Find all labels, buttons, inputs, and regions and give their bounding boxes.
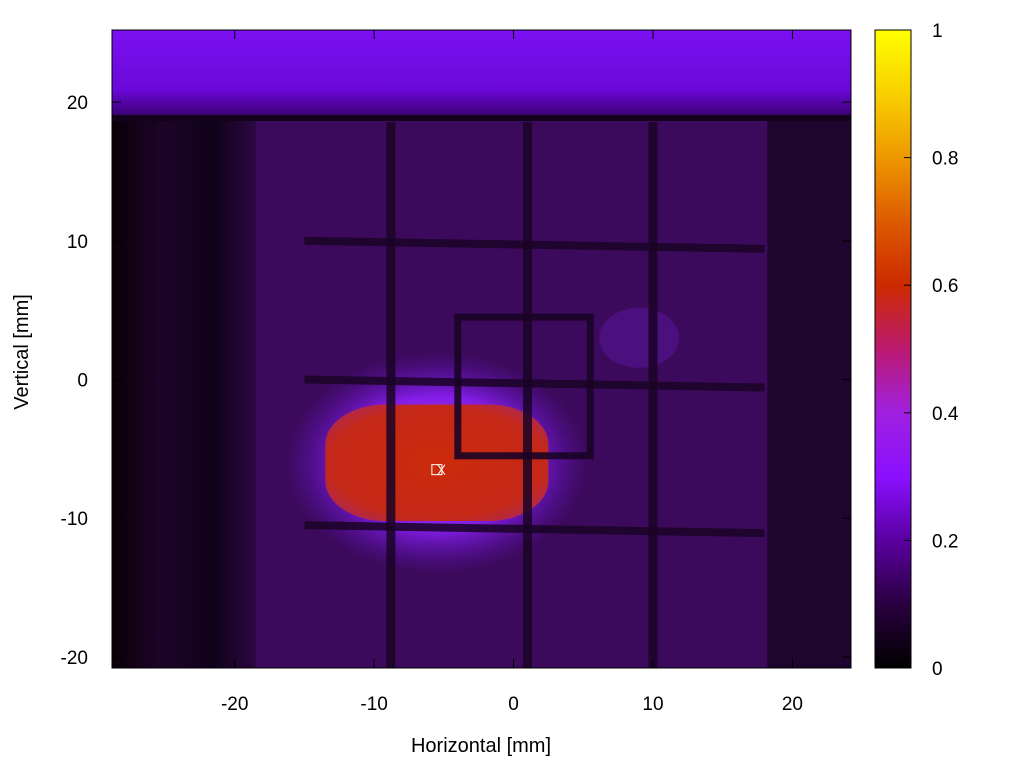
colorbar-tick-labels: 0 0.2 0.4 0.6 0.8 1 [932,21,959,680]
colorbar-ticks [904,29,911,669]
x-tick-label: -10 [360,694,387,715]
y-tick-label: 10 [67,232,88,253]
colorbar-tick-label: 0 [932,659,943,680]
colorbar-tick-label: 0.4 [932,404,959,425]
right-dark-region [767,115,851,668]
x-tick-label: 20 [782,694,803,715]
x-axis-label: Horizontal [mm] [411,735,551,757]
inner-frame [454,313,594,460]
y-tick-label: -20 [61,648,88,669]
y-tick-label: 0 [77,371,88,392]
colorbar-tick-label: 1 [932,21,943,42]
hot-spot [325,404,549,521]
grid-line-horizontal [304,521,765,538]
x-tick-labels: -20 -10 0 10 20 [221,694,803,715]
colorbar-tick-label: 0.8 [932,149,958,170]
faint-patch [599,307,680,368]
y-tick-label: -10 [61,509,88,530]
y-tick-label: 20 [67,93,88,114]
grid-line-horizontal [304,236,765,253]
left-dark-region [112,115,256,668]
x-tick-label: 10 [642,694,663,715]
axis-ticks [112,30,851,668]
colorbar [874,29,912,669]
plot-frame [111,29,852,669]
top-band [112,30,851,116]
colorbar-tick-label: 0.2 [932,531,958,552]
center-marker-cross [437,464,446,475]
y-tick-labels: 20 10 0 -10 -20 [61,93,88,669]
grid-line-horizontal [304,375,765,392]
x-tick-label: -20 [221,694,248,715]
y-axis-label: Vertical [mm] [11,294,33,410]
x-tick-label: 0 [508,694,519,715]
colorbar-tick-label: 0.6 [932,276,958,297]
plot-area [112,30,851,668]
